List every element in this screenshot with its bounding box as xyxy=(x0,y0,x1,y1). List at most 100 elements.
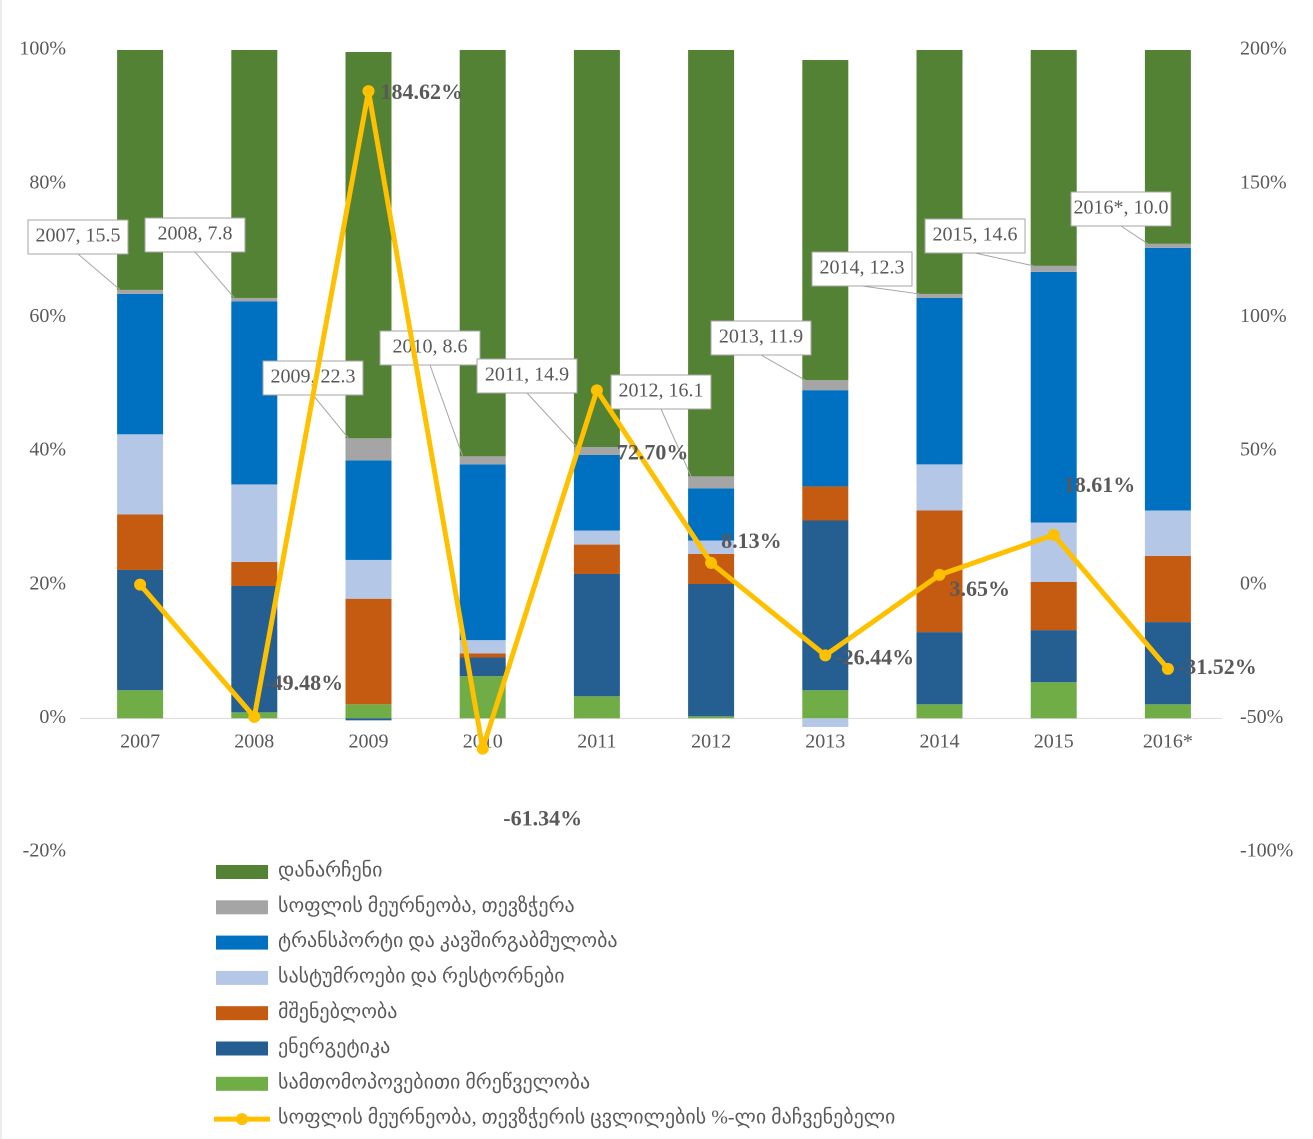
bar-segment xyxy=(916,293,963,298)
callout-label: 2014, 12.3 xyxy=(820,257,905,279)
bar-segment xyxy=(345,718,392,721)
bar-segment xyxy=(1144,247,1191,511)
callout-leader xyxy=(429,364,464,457)
legend-swatch xyxy=(216,1041,268,1056)
bar-segment xyxy=(573,446,620,456)
data-label: 72.70% xyxy=(617,439,689,464)
data-label: 8.13% xyxy=(721,528,782,553)
bar-segment xyxy=(802,380,849,391)
bar-segment xyxy=(916,632,963,705)
bar-segment xyxy=(1030,581,1077,631)
legend-label: დანარჩენი xyxy=(278,860,382,882)
bar-segment xyxy=(1030,265,1077,272)
bar-segment xyxy=(1144,555,1191,623)
bar-segment xyxy=(1144,704,1191,719)
data-label: 3.65% xyxy=(950,576,1011,601)
legend-swatch xyxy=(216,935,268,950)
bar-segment xyxy=(1030,50,1077,266)
data-label: -31.52% xyxy=(1178,654,1257,679)
x-tick-label: 2009 xyxy=(349,731,389,753)
bar-segment xyxy=(802,520,849,691)
line-point xyxy=(590,384,603,397)
y-tick-label: -20% xyxy=(23,840,66,862)
callout-box xyxy=(924,218,1026,254)
x-tick-label: 2011 xyxy=(577,731,616,753)
bar-segment xyxy=(345,460,392,560)
callout-leader xyxy=(1120,225,1149,245)
data-label: 18.61% xyxy=(1064,472,1136,497)
callout-leader xyxy=(194,251,235,299)
y-tick-label: 0% xyxy=(39,706,66,728)
data-label: -49.48% xyxy=(264,670,343,695)
bar-segment xyxy=(459,456,506,465)
bar-segment xyxy=(117,690,164,719)
callout-leader xyxy=(660,408,692,477)
line-point xyxy=(476,742,489,755)
callout-label: 2008, 7.8 xyxy=(158,223,233,245)
bar-segment xyxy=(573,544,620,574)
data-label: -26.44% xyxy=(835,644,914,669)
callout-box xyxy=(27,219,129,255)
bar-segment xyxy=(117,434,164,515)
data-label: 184.62% xyxy=(381,79,464,104)
line-point xyxy=(1161,662,1174,675)
bar-segment xyxy=(802,390,849,487)
bar-segment xyxy=(573,696,620,719)
x-tick-label: 2015 xyxy=(1034,731,1074,753)
callout-box xyxy=(610,374,712,410)
bar-segment xyxy=(231,586,278,713)
bar-segment xyxy=(231,484,278,562)
data-label: -61.34% xyxy=(503,806,582,831)
bar-segment xyxy=(802,718,849,728)
legend-swatch xyxy=(216,865,268,879)
bar-segment xyxy=(459,653,506,658)
line-point xyxy=(819,649,832,662)
bar-segment xyxy=(688,50,735,477)
legend-label: სოფლის მეურნეობა, თევზჭერა xyxy=(278,895,575,917)
callout-leader xyxy=(312,394,349,439)
x-tick-label: 2016* xyxy=(1143,731,1193,753)
bar-segment xyxy=(573,455,620,531)
callout-box xyxy=(811,251,913,287)
y2-tick-label: -100% xyxy=(1240,840,1293,862)
legend-label: მშენებლობა xyxy=(278,1001,397,1023)
callout-label: 2011, 14.9 xyxy=(485,364,569,386)
bar-segment xyxy=(345,438,392,461)
bar-segment xyxy=(688,488,735,541)
legend-label: ტრანსპორტი და კავშირგაბმულობა xyxy=(278,930,618,952)
bar-segment xyxy=(117,514,164,570)
bar-segment xyxy=(231,561,278,587)
line-point xyxy=(933,568,946,581)
line-point xyxy=(1047,528,1060,541)
callout-label: 2010, 8.6 xyxy=(393,336,468,358)
callout-label: 2016*, 10.0 xyxy=(1074,197,1169,219)
bar-segment xyxy=(459,50,506,457)
bar-segment xyxy=(345,559,392,599)
bar-segment xyxy=(688,716,735,719)
bar-segment xyxy=(1144,510,1191,556)
y-tick-label: 60% xyxy=(29,305,66,327)
callout-box xyxy=(144,217,246,253)
legend-swatch xyxy=(216,1006,268,1021)
x-tick-label: 2013 xyxy=(805,731,845,753)
callout-box xyxy=(476,358,578,394)
x-tick-label: 2014 xyxy=(920,731,960,753)
legend-swatch xyxy=(216,1076,268,1091)
callout-box xyxy=(710,320,812,356)
y2-tick-label: 50% xyxy=(1240,439,1277,461)
bar-segment xyxy=(1144,243,1191,248)
bar-segment xyxy=(573,530,620,545)
bar-segment xyxy=(1030,682,1077,719)
callout-leader xyxy=(861,285,920,295)
bar-segment xyxy=(1030,271,1077,523)
line-point xyxy=(248,710,261,723)
bar-segment xyxy=(345,704,392,719)
bar-segment xyxy=(916,704,963,719)
legend-label: სამთომოპოვებითი მრეწველობა xyxy=(278,1071,590,1093)
callout-leader xyxy=(974,252,1034,267)
bar-segment xyxy=(231,50,278,298)
bar-segment xyxy=(802,690,849,719)
callout-box xyxy=(1070,191,1172,227)
callout-label: 2012, 16.1 xyxy=(619,380,704,402)
